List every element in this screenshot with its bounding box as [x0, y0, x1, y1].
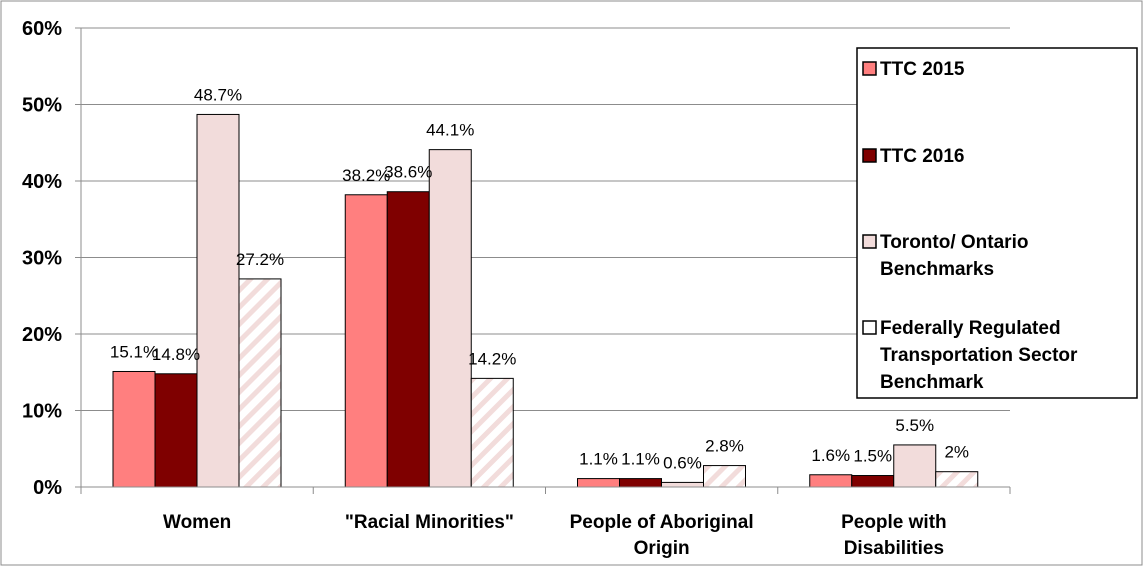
- data-label: 2%: [944, 443, 969, 462]
- data-label: 38.6%: [384, 163, 432, 182]
- legend-swatch: [862, 320, 877, 335]
- legend-label: Federally Regulated Transportation Sector…: [880, 318, 1078, 393]
- bar: [577, 478, 620, 488]
- bar: [112, 370, 156, 488]
- legend-label: TTC 2015: [880, 59, 965, 80]
- legend-label: Toronto/ Ontario Benchmarks: [880, 232, 1028, 280]
- data-label: 5.5%: [895, 416, 934, 435]
- bar: [386, 191, 430, 488]
- y-tick-label: 30%: [22, 248, 62, 270]
- legend-box: [856, 47, 1138, 399]
- data-label: 44.1%: [426, 121, 474, 140]
- y-tick-label: 50%: [22, 95, 62, 117]
- bar: [661, 481, 704, 488]
- bar: [703, 465, 746, 488]
- y-tick-label: 60%: [22, 18, 62, 40]
- legend-label: TTC 2016: [880, 146, 964, 167]
- y-tick-label: 0%: [33, 477, 62, 499]
- data-label: 14.8%: [152, 345, 200, 364]
- legend-label-line: TTC 2016: [880, 146, 964, 167]
- legend-swatch: [862, 61, 877, 76]
- data-label: 2.8%: [705, 437, 744, 456]
- axes: [80, 28, 1011, 494]
- bar: [935, 471, 979, 488]
- data-labels: 15.1% 38.2% 1.1% 1.6% 14.8% 38.6% 1.1% 1.5% 48.7…: [110, 85, 969, 472]
- data-label: 0.6%: [663, 453, 702, 472]
- category-label: "Racial Minorities": [345, 512, 514, 533]
- legend-swatch: [862, 148, 877, 163]
- legend-label-line: Federally Regulated: [880, 318, 1061, 339]
- data-label: 14.2%: [468, 349, 516, 368]
- category-label-line: Origin: [634, 538, 690, 559]
- data-label: 48.7%: [194, 85, 242, 104]
- data-label: 38.2%: [342, 166, 390, 185]
- legend-swatch: [862, 234, 877, 249]
- bar: [154, 373, 198, 488]
- category-label: People with Disabilities: [841, 512, 947, 559]
- legend: TTC 2015 TTC 2016 Toronto/ Ontario Benchmar…: [856, 47, 1138, 399]
- y-tick-label: 10%: [22, 401, 62, 423]
- bar: [893, 444, 937, 488]
- category-label: People of Aboriginal Origin: [570, 512, 754, 559]
- bar: [196, 113, 240, 488]
- bar: [619, 478, 662, 488]
- category-label-line: Disabilities: [844, 538, 944, 559]
- data-label: 1.1%: [621, 450, 660, 469]
- category-label: Women: [163, 512, 231, 533]
- legend-label-line: Benchmarks: [880, 259, 994, 280]
- bar: [809, 474, 853, 488]
- bar: [238, 278, 282, 488]
- data-label: 27.2%: [236, 250, 284, 269]
- y-tick-label: 40%: [22, 171, 62, 193]
- category-labels: Women "Racial Minorities" People of Aborig…: [163, 512, 947, 559]
- bar: [851, 475, 895, 488]
- y-axis-ticks: 0% 10% 20% 30% 40% 50% 60%: [22, 18, 81, 499]
- legend-label-line: Benchmark: [880, 372, 984, 393]
- legend-label-line: TTC 2015: [880, 59, 965, 80]
- category-label-line: "Racial Minorities": [345, 512, 514, 533]
- data-label: 1.1%: [579, 450, 618, 469]
- bar: [470, 377, 514, 488]
- category-label-line: People with: [841, 512, 947, 533]
- data-label: 15.1%: [110, 342, 158, 361]
- bar: [428, 149, 472, 488]
- category-label-line: Women: [163, 512, 231, 533]
- category-label-line: People of Aboriginal: [570, 512, 754, 533]
- bars: [112, 113, 979, 488]
- legend-label-line: Toronto/ Ontario: [880, 232, 1028, 253]
- legend-label-line: Transportation Sector: [880, 345, 1078, 366]
- y-tick-label: 20%: [22, 324, 62, 346]
- data-label: 1.6%: [811, 446, 850, 465]
- data-label: 1.5%: [853, 447, 892, 466]
- bar: [344, 194, 388, 488]
